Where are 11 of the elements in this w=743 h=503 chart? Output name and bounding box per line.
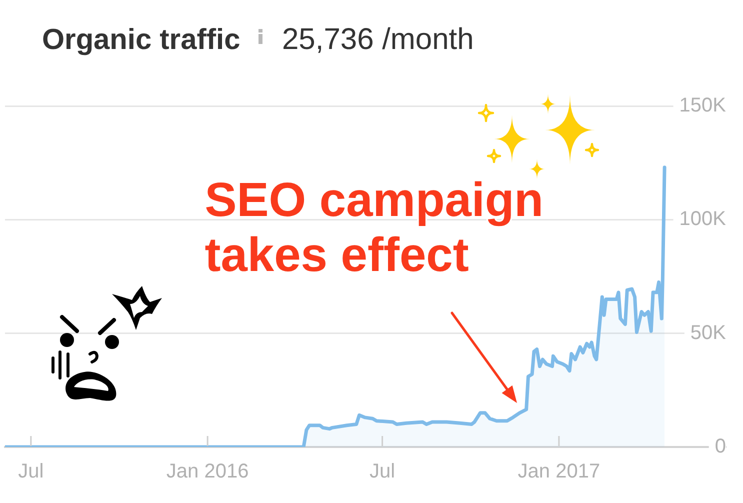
x-tick-label: Jul bbox=[18, 460, 44, 483]
x-tick-label: Jul bbox=[370, 460, 396, 483]
x-tick-label: Jan 2017 bbox=[518, 460, 600, 483]
x-tick-label: Jan 2016 bbox=[166, 460, 249, 483]
y-tick-label: 150K bbox=[679, 94, 727, 117]
annotation: SEO campaign takes effect bbox=[204, 174, 544, 282]
y-tick-label: 50K bbox=[690, 322, 727, 344]
chart-title: Organic traffic bbox=[42, 24, 240, 56]
chart-subtitle: 25,736 /month bbox=[282, 23, 474, 56]
y-tick-label: 100K bbox=[679, 208, 727, 230]
y-tick-label: 0 bbox=[714, 436, 726, 458]
